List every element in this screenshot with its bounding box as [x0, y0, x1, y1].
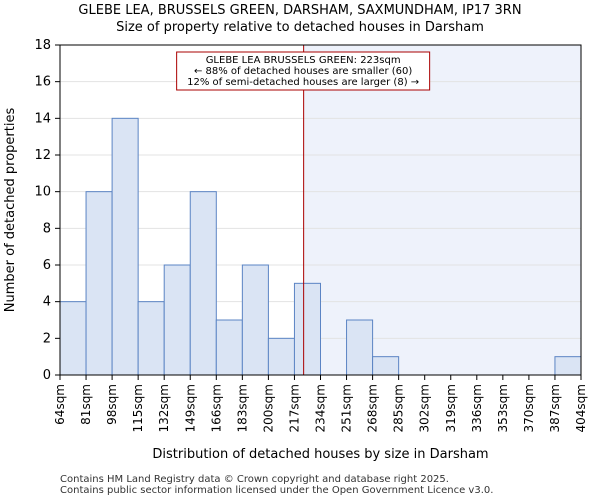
x-tick-label: 132sqm: [157, 384, 171, 432]
x-tick-label: 387sqm: [548, 384, 562, 432]
x-tick-label: 234sqm: [314, 384, 328, 432]
y-tick-label: 8: [43, 221, 51, 236]
y-axis-title: Number of detached properties: [3, 108, 18, 313]
chart-title: GLEBE LEA, BRUSSELS GREEN, DARSHAM, SAXM…: [78, 3, 522, 18]
attribution-line-2: Contains public sector information licen…: [60, 485, 494, 496]
annotation-line-2: ← 88% of detached houses are smaller (60…: [194, 66, 412, 77]
x-tick-label: 370sqm: [522, 384, 536, 432]
y-tick-label: 6: [43, 258, 51, 273]
x-tick-label: 319sqm: [444, 384, 458, 432]
x-tick-label: 268sqm: [366, 384, 380, 432]
x-tick-label: 302sqm: [418, 384, 432, 432]
y-tick-label: 10: [34, 185, 51, 200]
larger-properties-region: [303, 45, 581, 375]
x-tick-label: 166sqm: [209, 384, 223, 432]
x-tick-label: 285sqm: [392, 384, 406, 432]
x-tick-label: 81sqm: [79, 384, 93, 425]
histogram-chart: 0 2 4 6 8 10 12 14 16 18 64sqm 81sqm 98sqm 115sqm 132s…: [3, 38, 588, 462]
x-tick-label: 183sqm: [235, 384, 249, 432]
y-tick-label: 4: [43, 295, 51, 310]
histogram-bar: [293, 282, 322, 376]
y-tick-label: 2: [43, 331, 51, 346]
y-tick-label: 16: [34, 75, 51, 90]
chart-subtitle: Size of property relative to detached ho…: [116, 20, 484, 35]
x-tick-label: 200sqm: [261, 384, 275, 432]
histogram-bar: [215, 319, 243, 376]
y-tick-label: 0: [43, 368, 51, 383]
histogram-bar: [372, 356, 400, 376]
histogram-bar: [189, 191, 217, 376]
x-tick-label: 64sqm: [53, 384, 67, 425]
x-tick-label: 336sqm: [470, 384, 484, 432]
histogram-bar: [346, 319, 374, 376]
x-tick-label: 217sqm: [287, 384, 301, 432]
y-tick-label: 12: [34, 148, 51, 163]
histogram-bar: [111, 117, 139, 376]
attribution-line-1: Contains HM Land Registry data © Crown c…: [60, 474, 449, 485]
histogram-bar: [137, 301, 165, 376]
histogram-bar: [59, 301, 87, 376]
x-tick-label: 404sqm: [574, 384, 588, 432]
histogram-bar: [85, 191, 113, 376]
y-tick-label: 18: [34, 38, 51, 53]
x-axis-title: Distribution of detached houses by size …: [152, 447, 488, 462]
histogram-bar: [554, 356, 582, 376]
x-tick-label: 149sqm: [183, 384, 197, 432]
x-tick-label: 98sqm: [105, 384, 119, 425]
x-tick-label: 115sqm: [131, 384, 145, 432]
annotation-box: [176, 51, 431, 91]
histogram-bar: [241, 264, 269, 376]
x-tick-label: 251sqm: [340, 384, 354, 432]
annotation-line-3: 12% of semi-detached houses are larger (…: [187, 77, 419, 88]
x-tick-label: 353sqm: [496, 384, 510, 432]
annotation-line-1: GLEBE LEA BRUSSELS GREEN: 223sqm: [206, 55, 401, 66]
histogram-bar: [267, 337, 295, 376]
y-tick-label: 14: [34, 111, 51, 126]
histogram-bar: [163, 264, 191, 376]
